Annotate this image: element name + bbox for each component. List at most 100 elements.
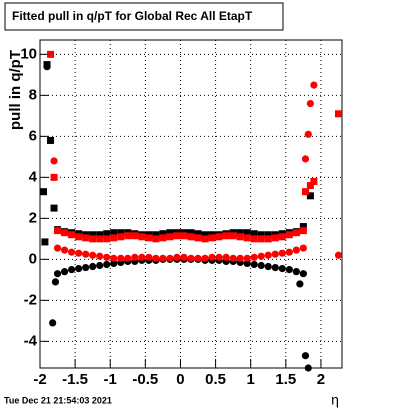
circle-marker bbox=[82, 263, 90, 272]
square-marker bbox=[159, 234, 167, 242]
circle-marker bbox=[117, 254, 125, 262]
circle-marker bbox=[194, 254, 202, 262]
square-marker bbox=[278, 233, 286, 241]
circle-marker bbox=[271, 263, 279, 272]
square-marker bbox=[103, 230, 111, 238]
circle-marker bbox=[278, 249, 286, 257]
square-marker bbox=[229, 232, 237, 240]
circle-marker bbox=[180, 253, 188, 261]
circle-marker bbox=[301, 155, 310, 163]
circle-marker bbox=[292, 246, 300, 254]
circle-marker bbox=[278, 264, 286, 273]
circle-marker bbox=[138, 253, 146, 261]
circle-marker bbox=[222, 253, 230, 261]
square-marker bbox=[208, 234, 216, 242]
square-marker bbox=[292, 229, 300, 237]
square-marker bbox=[89, 231, 97, 239]
x-tick-label: 2 bbox=[317, 371, 325, 388]
square-marker bbox=[166, 233, 174, 241]
circle-marker bbox=[166, 254, 174, 262]
circle-marker bbox=[110, 259, 118, 268]
square-marker bbox=[61, 229, 69, 237]
circle-marker bbox=[49, 319, 57, 327]
square-marker bbox=[117, 229, 125, 237]
circle-marker bbox=[43, 63, 51, 71]
circle-marker bbox=[103, 253, 111, 261]
circle-marker bbox=[89, 262, 97, 271]
square-marker bbox=[152, 235, 160, 243]
circle-marker bbox=[201, 254, 209, 262]
circle-marker bbox=[310, 81, 318, 89]
circle-marker bbox=[68, 266, 76, 274]
circle-marker bbox=[334, 251, 343, 259]
y-tick-label: -4 bbox=[24, 332, 38, 349]
x-tick-label: -2 bbox=[33, 371, 46, 388]
circle-marker bbox=[103, 260, 111, 269]
square-marker bbox=[145, 234, 153, 242]
circle-marker bbox=[173, 253, 181, 261]
circle-marker bbox=[306, 99, 314, 108]
circle-marker bbox=[299, 244, 307, 252]
square-marker bbox=[236, 229, 244, 237]
square-marker bbox=[257, 235, 265, 243]
square-marker bbox=[306, 182, 314, 190]
square-marker bbox=[236, 233, 244, 241]
circle-marker bbox=[53, 244, 62, 252]
square-marker bbox=[89, 235, 97, 243]
circle-marker bbox=[145, 253, 153, 261]
y-axis-title: pull in q/pT bbox=[7, 50, 24, 130]
circle-marker bbox=[229, 254, 237, 262]
x-tick-label: -1.5 bbox=[62, 371, 88, 388]
circle-marker bbox=[159, 254, 167, 262]
circle-marker bbox=[257, 252, 265, 260]
circle-marker bbox=[68, 248, 76, 256]
x-tick-label: 1.5 bbox=[275, 371, 296, 388]
square-marker bbox=[222, 232, 230, 240]
square-marker bbox=[50, 204, 58, 212]
square-marker bbox=[299, 223, 307, 231]
square-marker bbox=[299, 227, 307, 235]
footer: Tue Dec 21 21:54:03 2021 bbox=[4, 395, 112, 405]
circle-marker bbox=[110, 254, 118, 262]
circle-marker bbox=[264, 262, 272, 271]
square-marker bbox=[271, 234, 279, 242]
x-tick-label: 0.5 bbox=[205, 371, 226, 388]
square-marker bbox=[110, 234, 118, 242]
y-tick-label: 0 bbox=[29, 250, 37, 267]
circle-marker bbox=[301, 352, 310, 360]
circle-marker bbox=[187, 254, 195, 262]
circle-marker bbox=[271, 250, 279, 258]
x-axis-title: η bbox=[331, 392, 339, 408]
square-marker bbox=[166, 229, 174, 237]
square-marker bbox=[264, 235, 272, 243]
circle-marker bbox=[243, 259, 251, 268]
square-marker bbox=[334, 110, 342, 118]
square-marker bbox=[250, 235, 258, 243]
y-tick-label: 2 bbox=[29, 209, 37, 226]
square-marker bbox=[110, 229, 118, 237]
circle-marker bbox=[53, 270, 62, 278]
circle-marker bbox=[96, 261, 104, 270]
square-marker bbox=[243, 229, 251, 237]
circle-marker bbox=[75, 249, 83, 257]
circle-marker bbox=[243, 254, 251, 262]
square-marker bbox=[47, 50, 55, 58]
x-tick-label: 0 bbox=[176, 371, 184, 388]
square-marker bbox=[124, 232, 132, 240]
circle-marker bbox=[304, 364, 312, 372]
circle-marker bbox=[152, 254, 160, 262]
square-marker bbox=[250, 230, 258, 238]
square-marker bbox=[159, 230, 167, 238]
circle-marker bbox=[299, 270, 307, 278]
square-marker bbox=[194, 230, 202, 238]
circle-marker bbox=[285, 266, 293, 274]
circle-marker bbox=[257, 261, 265, 270]
y-tick-label: 4 bbox=[29, 168, 38, 185]
square-marker bbox=[301, 188, 309, 196]
square-marker bbox=[138, 233, 146, 241]
circle-marker bbox=[250, 253, 258, 261]
y-tick-label: 8 bbox=[29, 86, 37, 103]
square-marker bbox=[96, 231, 104, 239]
square-marker bbox=[187, 233, 195, 241]
